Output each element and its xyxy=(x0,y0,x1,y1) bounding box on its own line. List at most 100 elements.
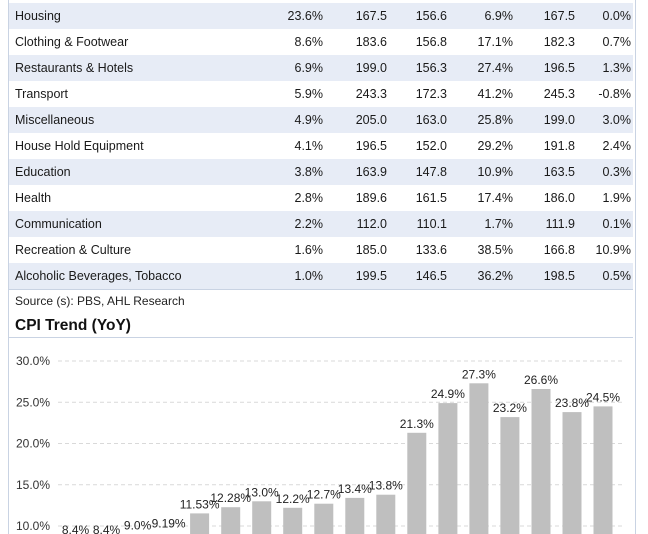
cell-weight: 1.6% xyxy=(294,243,324,257)
cell-weight: 23.6% xyxy=(287,9,323,23)
cell-mom-change: -0.8% xyxy=(598,87,631,101)
table-row: Education 3.8% 163.9 147.8 10.9% 163.5 0.3% xyxy=(9,159,633,185)
y-tick-label: 10.0% xyxy=(16,519,50,533)
cell-index-current: 199.0 xyxy=(355,61,387,75)
cell-index-current: 112.0 xyxy=(356,217,387,231)
cell-yoy-change: 41.2% xyxy=(477,87,513,101)
cell-index-year-ago: 146.5 xyxy=(415,269,447,283)
row-label: Clothing & Footwear xyxy=(15,35,129,49)
cell-mom-change: 0.5% xyxy=(602,269,632,283)
table-row: Communication 2.2% 112.0 110.1 1.7% 111.9 0.1% xyxy=(9,211,633,237)
cell-index-year-ago: 156.8 xyxy=(415,35,447,49)
cell-index-year-ago: 172.3 xyxy=(415,87,447,101)
cell-weight: 4.9% xyxy=(294,113,324,127)
bar-value-label: 11.53% xyxy=(180,497,220,511)
title-divider xyxy=(9,337,633,338)
cell-index-year-ago: 147.8 xyxy=(415,165,447,179)
bar xyxy=(469,383,489,534)
y-tick-label: 15.0% xyxy=(16,478,50,492)
bar xyxy=(562,412,582,534)
cell-mom-change: 2.4% xyxy=(602,139,632,153)
cell-yoy-change: 1.7% xyxy=(484,217,514,231)
cpi-trend-chart: 10.0%15.0%20.0%25.0%30.0%8.4% 8.4% 9.0% 9.1… xyxy=(16,354,622,534)
cell-index-prev-month: 167.5 xyxy=(543,9,575,23)
row-label: Miscellaneous xyxy=(15,113,95,127)
bar xyxy=(252,501,272,534)
cell-yoy-change: 29.2% xyxy=(477,139,513,153)
table-row: Alcoholic Beverages, Tobacco 1.0% 199.5 146… xyxy=(9,263,633,289)
cpi-weights-table: Housing 23.6% 167.5 156.6 6.9% 167.5 0.0% Cloth… xyxy=(9,3,633,289)
bar xyxy=(593,406,613,534)
table-row: Health 2.8% 189.6 161.5 17.4% 186.0 1.9% xyxy=(9,185,633,211)
bar-value-label: 9.19% xyxy=(152,517,186,531)
row-label: House Hold Equipment xyxy=(15,139,144,153)
report-frame xyxy=(8,0,636,534)
bar xyxy=(500,417,520,534)
bar-value-label: 13.0% xyxy=(245,485,279,499)
cell-index-year-ago: 110.1 xyxy=(416,217,447,231)
row-label: Housing xyxy=(15,9,61,23)
bar-value-label: 12.28% xyxy=(210,491,251,505)
cell-index-prev-month: 196.5 xyxy=(543,61,575,75)
cell-weight: 8.6% xyxy=(294,35,324,49)
cell-mom-change: 1.3% xyxy=(602,61,632,75)
cell-weight: 2.2% xyxy=(294,217,324,231)
cell-mom-change: 10.9% xyxy=(595,243,631,257)
cell-index-year-ago: 152.0 xyxy=(415,139,447,153)
cell-index-current: 167.5 xyxy=(355,9,387,23)
bar xyxy=(376,494,396,534)
bar xyxy=(283,507,303,534)
cell-index-prev-month: 245.3 xyxy=(543,87,575,101)
cell-index-prev-month: 111.9 xyxy=(545,217,575,231)
cell-mom-change: 0.7% xyxy=(602,35,632,49)
bar-value-label: 26.6% xyxy=(524,373,558,387)
bar-value-label: 8.4% xyxy=(62,523,90,534)
bar-value-label: 12.7% xyxy=(307,488,341,502)
cell-index-prev-month: 182.3 xyxy=(543,35,575,49)
table-row: Restaurants & Hotels 6.9% 199.0 156.3 27.4% 1… xyxy=(9,55,633,81)
bar-value-label: 8.4% xyxy=(93,523,121,534)
bar-value-label: 13.4% xyxy=(338,482,372,496)
row-label: Restaurants & Hotels xyxy=(15,61,134,75)
cell-index-current: 183.6 xyxy=(355,35,387,49)
cell-weight: 3.8% xyxy=(294,165,324,179)
row-label: Recreation & Culture xyxy=(15,243,132,257)
bar xyxy=(221,507,241,534)
cell-index-year-ago: 161.5 xyxy=(415,191,447,205)
cell-yoy-change: 6.9% xyxy=(484,9,514,23)
table-row: Transport 5.9% 243.3 172.3 41.2% 245.3 -0.8% xyxy=(9,81,633,107)
table-row: Miscellaneous 4.9% 205.0 163.0 25.8% 199.0 3.0… xyxy=(9,107,633,133)
cell-index-current: 196.5 xyxy=(355,139,387,153)
cell-index-prev-month: 198.5 xyxy=(543,269,575,283)
cell-mom-change: 1.9% xyxy=(602,191,632,205)
cell-index-current: 189.6 xyxy=(355,191,387,205)
cell-index-prev-month: 199.0 xyxy=(543,113,575,127)
cell-yoy-change: 10.9% xyxy=(477,165,513,179)
cell-index-year-ago: 133.6 xyxy=(415,243,447,257)
bar xyxy=(438,403,458,534)
bar xyxy=(531,389,551,534)
table-row: Recreation & Culture 1.6% 185.0 133.6 38.5% 1… xyxy=(9,237,633,263)
row-label: Health xyxy=(15,191,52,205)
cell-index-current: 243.3 xyxy=(355,87,387,101)
cell-yoy-change: 25.8% xyxy=(477,113,513,127)
cell-mom-change: 3.0% xyxy=(602,113,632,127)
bar-value-label: 9.0% xyxy=(124,518,152,532)
bar-value-label: 24.9% xyxy=(431,387,465,401)
row-label: Alcoholic Beverages, Tobacco xyxy=(15,269,182,283)
cell-index-prev-month: 166.8 xyxy=(543,243,575,257)
cell-index-year-ago: 163.0 xyxy=(415,113,447,127)
cell-index-current: 199.5 xyxy=(355,269,387,283)
cell-yoy-change: 38.5% xyxy=(477,243,513,257)
bar-value-label: 12.2% xyxy=(276,492,310,506)
cell-yoy-change: 17.4% xyxy=(477,191,513,205)
bar-value-label: 24.5% xyxy=(586,390,620,404)
cell-weight: 1.0% xyxy=(294,269,324,283)
cell-mom-change: 0.0% xyxy=(602,9,632,23)
table-row: House Hold Equipment 4.1% 196.5 152.0 29.2% 1… xyxy=(9,133,633,159)
cell-weight: 6.9% xyxy=(294,61,324,75)
bar xyxy=(190,513,210,534)
table-row: Clothing & Footwear 8.6% 183.6 156.8 17.1% 18… xyxy=(9,29,633,55)
cell-index-year-ago: 156.3 xyxy=(415,61,447,75)
y-tick-label: 30.0% xyxy=(16,354,50,368)
